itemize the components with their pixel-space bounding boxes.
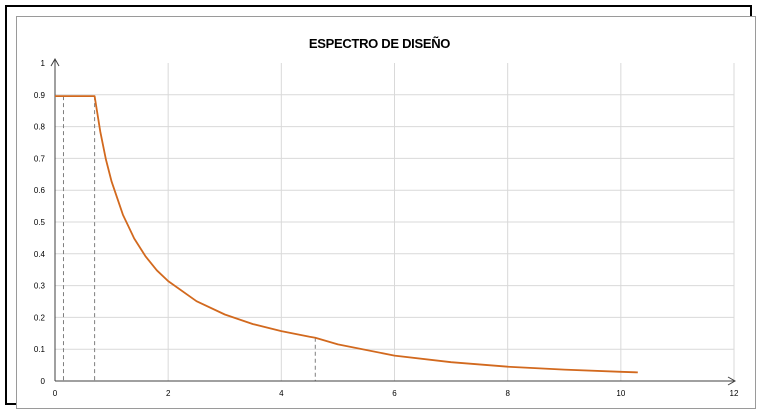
y-tick-label: 0.8 [34,123,46,132]
y-tick-label: 0.1 [34,345,46,354]
gridlines [55,63,735,381]
x-tick-label: 10 [616,389,625,398]
reference-lines [62,96,316,381]
series-group [55,95,638,374]
y-tick-label: 0.9 [34,91,46,100]
series-line [55,95,638,374]
tick-labels: 00.10.20.30.40.50.60.70.80.910 2 4 6 8 10 12 [34,59,739,398]
y-tick-label: 1 [41,59,46,68]
x-axis-arrow [727,376,737,386]
y-tick-label: 0.5 [34,218,46,227]
y-tick-label: 0.4 [34,250,46,259]
chart-area [16,16,756,409]
x-tick-label: 0 [53,389,58,398]
y-tick-label: 0.2 [34,313,46,322]
y-tick-label: 0.3 [34,282,46,291]
y-tick-label: 0.7 [34,154,46,163]
y-axis-arrow [50,57,60,67]
y-tick-label: 0.6 [34,186,46,195]
x-tick-label: 12 [730,389,739,398]
x-tick-label: 8 [505,389,510,398]
axes [50,57,737,386]
x-tick-label: 6 [392,389,397,398]
chart-title: ESPECTRO DE DISEÑO [308,36,451,51]
x-tick-label: 2 [166,389,171,398]
x-tick-label: 4 [279,389,284,398]
y-tick-label: 0 [41,377,46,386]
